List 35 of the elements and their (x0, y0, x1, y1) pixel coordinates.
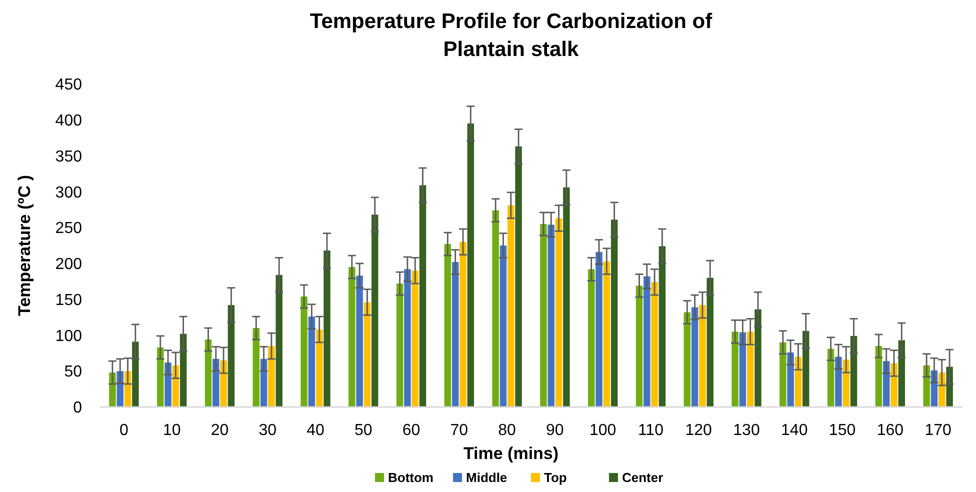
x-tick-label: 110 (638, 422, 664, 439)
y-axis-title: Temperature (ºC ) (15, 175, 34, 316)
x-tick-label: 150 (828, 422, 856, 439)
x-tick-label: 80 (498, 422, 516, 439)
y-tick-label: 450 (55, 76, 82, 94)
x-axis-title: Time (mins) (463, 444, 559, 463)
y-tick-label: 50 (64, 364, 82, 381)
y-tick-label: 250 (55, 220, 82, 238)
x-tick-label: 100 (589, 422, 616, 439)
legend-label: Center (622, 470, 664, 485)
x-tick-label: 160 (876, 422, 904, 439)
x-tick-label: 50 (354, 422, 372, 439)
x-tick-label: 10 (162, 422, 181, 439)
x-tick-label: 90 (546, 422, 564, 439)
y-tick-label: 200 (55, 256, 82, 274)
x-tick-label: 70 (450, 422, 468, 439)
legend-label: Bottom (388, 470, 434, 485)
x-tick-label: 0 (119, 422, 128, 439)
x-tick-label: 140 (781, 422, 808, 439)
y-tick-label: 0 (73, 400, 82, 417)
x-tick-label: 170 (924, 422, 952, 439)
x-tick-label: 30 (258, 422, 277, 439)
y-tick-label: 100 (55, 328, 82, 345)
x-tick-label: 20 (210, 422, 229, 439)
chart-title: Temperature Profile for Carbonization of Plantain stalk (310, 10, 714, 61)
legend-label: Middle (466, 470, 508, 485)
legend-label: Top (544, 470, 567, 485)
x-tick-label: 130 (733, 422, 760, 439)
x-tick-label: 40 (306, 422, 324, 439)
x-tick-label: 120 (685, 422, 712, 439)
y-tick-label: 400 (55, 112, 82, 130)
x-tick-label: 60 (402, 422, 420, 439)
y-tick-label: 150 (55, 292, 82, 309)
y-tick-label: 300 (55, 184, 82, 202)
y-tick-label: 350 (55, 148, 82, 166)
